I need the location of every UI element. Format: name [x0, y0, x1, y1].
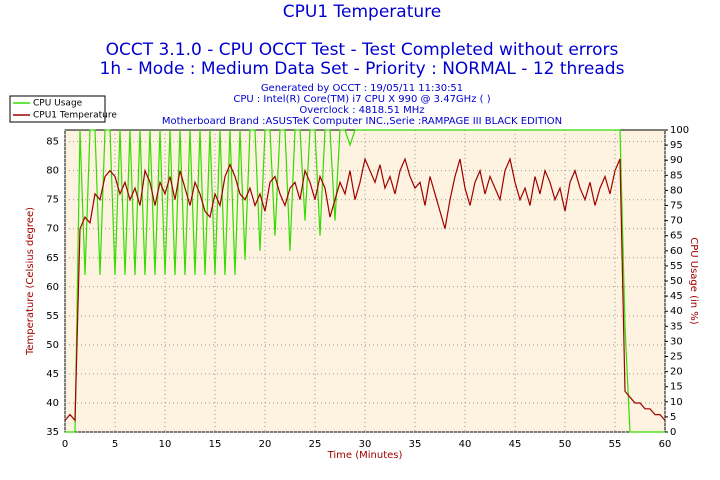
x-tick-label: 55: [609, 439, 622, 450]
lines: [64, 129, 666, 433]
y2-tick-label: 100: [670, 125, 689, 136]
subtitle: 1h - Mode : Medium Data Set - Priority :…: [100, 59, 625, 79]
y-tick-label: 60: [46, 282, 59, 293]
series-line: [65, 129, 665, 433]
y2-tick-label: 25: [670, 352, 683, 363]
info: CPU : Intel(R) Core(TM) i7 CPU X 990 @ 3…: [233, 94, 490, 105]
y2-tick-label: 15: [670, 382, 683, 393]
y-tick-label: 80: [46, 166, 59, 177]
x-tick-label: 35: [409, 439, 422, 450]
y2-tick-label: 70: [670, 216, 683, 227]
x-tick-label: 50: [559, 439, 572, 450]
y2-tick-label: 65: [670, 231, 683, 242]
y2-tick-label: 30: [670, 336, 683, 347]
y2-tick-label: 0: [670, 427, 676, 438]
y-tick-label: 35: [46, 427, 59, 438]
y-tick-label: 45: [46, 369, 59, 380]
x-tick-label: 20: [259, 439, 272, 450]
y-tick-label: 65: [46, 253, 59, 264]
y2-tick-label: 90: [670, 155, 683, 166]
plot-area: [64, 129, 666, 433]
y2-tick-label: 80: [670, 185, 683, 196]
y2-tick-label: 20: [670, 367, 683, 378]
legend-label: CPU1 Temperature: [33, 111, 117, 121]
x-tick-label: 0: [62, 439, 68, 450]
legend-box: [9, 95, 106, 123]
y2-axis-label: CPU Usage (in %): [688, 237, 699, 325]
x-tick-label: 30: [359, 439, 372, 450]
x-axis-label: Time (Minutes): [327, 450, 403, 461]
y-axis-label: Temperature (Celsius degree): [25, 207, 36, 356]
y2-tick-label: 40: [670, 306, 683, 317]
y2-tick-label: 95: [670, 140, 683, 151]
legend-label: CPU Usage: [33, 99, 83, 109]
info: Motherboard Brand :ASUSTeK Computer INC.…: [162, 116, 562, 127]
x-tick-label: 60: [659, 439, 672, 450]
chart-title: CPU1 Temperature: [283, 2, 441, 22]
legend: CPU Usage CPU1 Temperature: [9, 95, 117, 123]
y2-tick-label: 35: [670, 321, 683, 332]
y2-tick-label: 75: [670, 201, 683, 212]
x-tick-label: 10: [159, 439, 172, 450]
x-tick-label: 25: [309, 439, 322, 450]
y2-tick-label: 60: [670, 246, 683, 257]
y2-tick-label: 85: [670, 170, 683, 181]
subtitle: OCCT 3.1.0 - CPU OCCT Test - Test Comple…: [106, 40, 619, 60]
x-tick-label: 15: [209, 439, 222, 450]
y2-tick-label: 55: [670, 261, 683, 272]
y-tick-label: 85: [46, 137, 59, 148]
x-tick-label: 5: [112, 439, 118, 450]
info: Overclock : 4818.51 MHz: [299, 105, 424, 116]
y-tick-label: 55: [46, 311, 59, 322]
y2-tick-label: 45: [670, 291, 683, 302]
info: Generated by OCCT : 19/05/11 11:30:51: [261, 83, 463, 94]
x-tick-label: 45: [509, 439, 522, 450]
series-line: [64, 157, 666, 422]
y2-tick-label: 50: [670, 276, 683, 287]
y2-tick-label: 5: [670, 412, 676, 423]
x-tick-label: 40: [459, 439, 472, 450]
y2-tick-label: 10: [670, 397, 683, 408]
y-tick-label: 70: [46, 224, 59, 235]
y-tick-label: 50: [46, 340, 59, 351]
y-tick-label: 75: [46, 195, 59, 206]
y-tick-label: 40: [46, 398, 59, 409]
